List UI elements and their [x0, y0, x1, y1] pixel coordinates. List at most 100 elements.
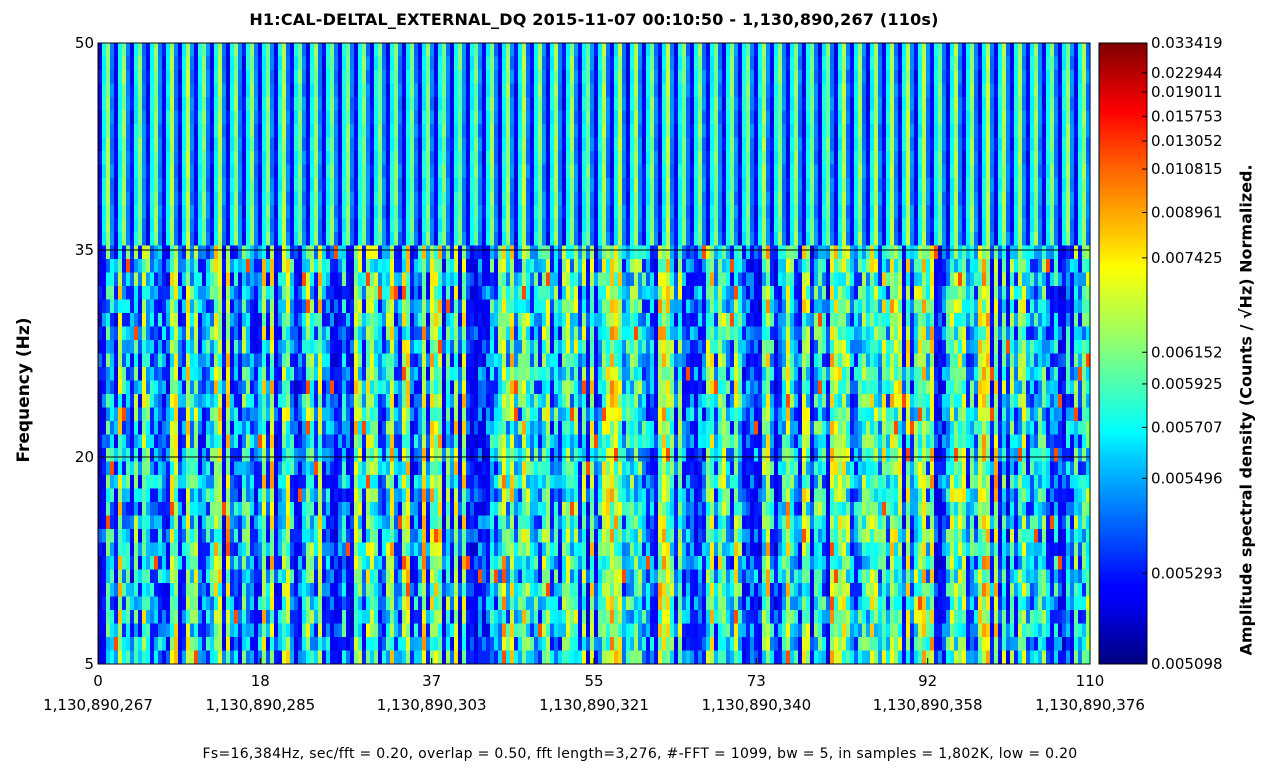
- heatmap-cell: [234, 205, 239, 219]
- heatmap-cell: [346, 83, 351, 98]
- heatmap-cell: [218, 218, 223, 233]
- heatmap-cell: [266, 137, 271, 152]
- heatmap-cell: [178, 259, 183, 273]
- heatmap-cell: [250, 191, 255, 206]
- heatmap-cell: [162, 232, 167, 246]
- heatmap-cell: [498, 191, 503, 206]
- heatmap-cell: [142, 272, 147, 287]
- heatmap-cell: [602, 259, 607, 273]
- heatmap-cell: [226, 178, 231, 192]
- heatmap-cell: [602, 83, 607, 98]
- heatmap-cell: [1066, 124, 1071, 138]
- heatmap-cell: [778, 97, 783, 111]
- heatmap-cell: [102, 137, 107, 152]
- heatmap-cell: [650, 286, 655, 300]
- heatmap-cell: [222, 70, 227, 84]
- heatmap-cell: [294, 259, 299, 273]
- heatmap-cell: [634, 110, 639, 125]
- heatmap-cell: [810, 286, 815, 300]
- heatmap-cell: [694, 286, 699, 300]
- heatmap-cell: [126, 43, 131, 57]
- heatmap-cell: [1086, 232, 1091, 246]
- heatmap-cell: [438, 286, 443, 300]
- heatmap-cell: [374, 124, 379, 138]
- heatmap-cell: [814, 178, 819, 192]
- heatmap-cell: [490, 259, 495, 273]
- heatmap-cell: [490, 286, 495, 300]
- heatmap-cell: [314, 178, 319, 192]
- heatmap-cell: [926, 124, 931, 138]
- heatmap-cell: [270, 56, 275, 71]
- heatmap-cell: [150, 205, 155, 219]
- heatmap-cell: [830, 151, 835, 165]
- heatmap-cell: [294, 110, 299, 125]
- heatmap-cell: [226, 164, 231, 179]
- heatmap-cell: [1050, 178, 1055, 192]
- heatmap-cell: [258, 178, 263, 192]
- heatmap-cell: [910, 299, 915, 314]
- heatmap-cell: [274, 56, 279, 71]
- heatmap-cell: [190, 151, 195, 165]
- heatmap-cell: [482, 205, 487, 219]
- heatmap-cell: [386, 56, 391, 71]
- heatmap-cell: [618, 43, 623, 57]
- heatmap-cell: [1066, 218, 1071, 233]
- heatmap-cell: [706, 245, 711, 260]
- heatmap-cell: [466, 164, 471, 179]
- heatmap-cell: [470, 83, 475, 98]
- heatmap-cell: [174, 272, 179, 287]
- heatmap-cell: [842, 83, 847, 98]
- heatmap-cell: [650, 151, 655, 165]
- heatmap-cell: [642, 286, 647, 300]
- heatmap-cell: [110, 124, 115, 138]
- heatmap-cell: [518, 272, 523, 287]
- heatmap-cell: [522, 151, 527, 165]
- heatmap-cell: [794, 232, 799, 246]
- heatmap-cell: [342, 272, 347, 287]
- heatmap-cell: [510, 151, 515, 165]
- heatmap-cell: [418, 191, 423, 206]
- heatmap-cell: [442, 43, 447, 57]
- heatmap-cell: [682, 245, 687, 260]
- heatmap-cell: [786, 205, 791, 219]
- heatmap-cell: [334, 137, 339, 152]
- heatmap-cell: [654, 259, 659, 273]
- heatmap-cell: [790, 124, 795, 138]
- heatmap-cell: [886, 137, 891, 152]
- heatmap-cell: [838, 205, 843, 219]
- heatmap-cell: [826, 110, 831, 125]
- heatmap-cell: [130, 164, 135, 179]
- heatmap-cell: [338, 205, 343, 219]
- heatmap-cell: [558, 299, 563, 314]
- heatmap-cell: [1010, 56, 1015, 71]
- heatmap-cell: [662, 299, 667, 314]
- heatmap-cell: [918, 83, 923, 98]
- heatmap-cell: [982, 83, 987, 98]
- heatmap-cell: [322, 70, 327, 84]
- heatmap-cell: [314, 245, 319, 260]
- heatmap-cell: [850, 110, 855, 125]
- heatmap-cell: [654, 43, 659, 57]
- heatmap-cell: [1042, 286, 1047, 300]
- heatmap-cell: [834, 124, 839, 138]
- heatmap-cell: [270, 164, 275, 179]
- heatmap-cell: [1082, 70, 1087, 84]
- heatmap-cell: [742, 70, 747, 84]
- heatmap-cell: [794, 43, 799, 57]
- heatmap-cell: [150, 137, 155, 152]
- heatmap-cell: [482, 43, 487, 57]
- heatmap-cell: [1066, 272, 1071, 287]
- heatmap-cell: [878, 151, 883, 165]
- heatmap-cell: [346, 97, 351, 111]
- heatmap-cell: [326, 151, 331, 165]
- heatmap-cell: [1030, 97, 1035, 111]
- heatmap-cell: [678, 124, 683, 138]
- heatmap-cell: [1058, 164, 1063, 179]
- heatmap-cell: [934, 218, 939, 233]
- heatmap-cell: [646, 218, 651, 233]
- heatmap-cell: [126, 299, 131, 314]
- heatmap-cell: [1054, 97, 1059, 111]
- heatmap-cell: [898, 245, 903, 260]
- heatmap-cell: [742, 259, 747, 273]
- heatmap-cell: [706, 191, 711, 206]
